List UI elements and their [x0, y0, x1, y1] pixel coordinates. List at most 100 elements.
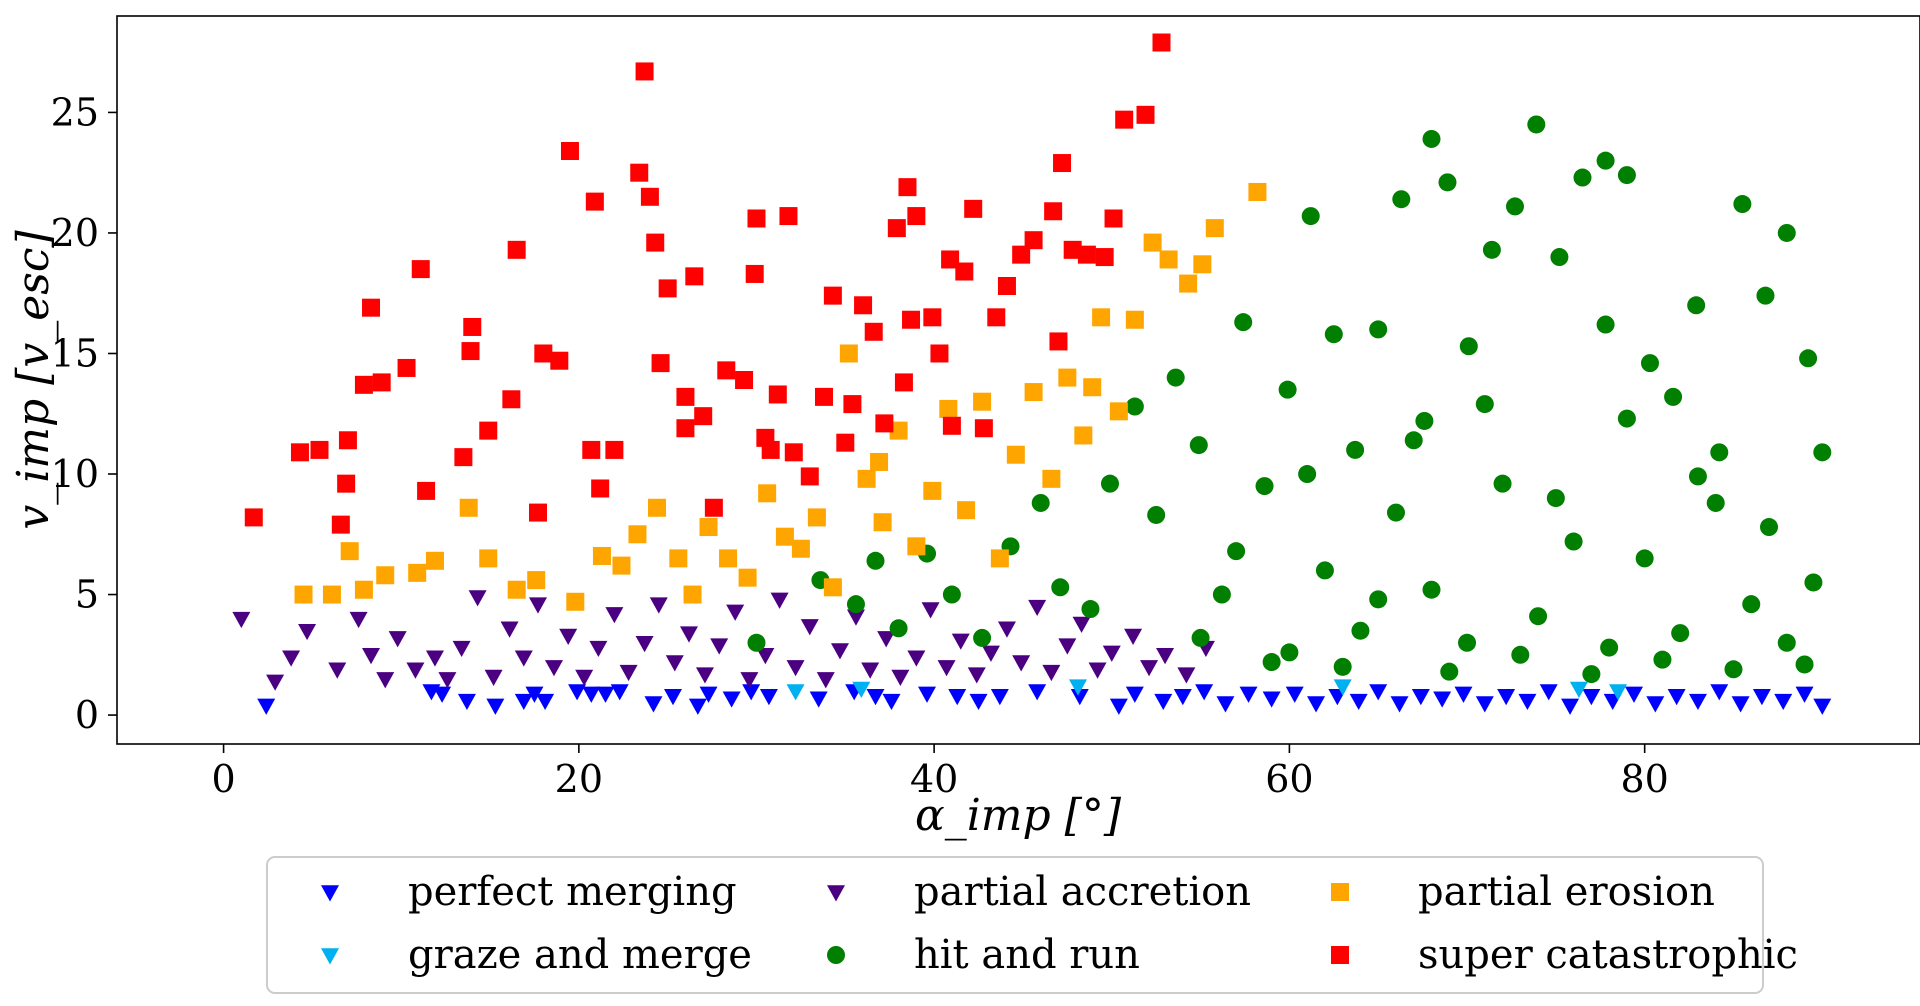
point-super-catastrophic	[1012, 245, 1031, 264]
point-partial-erosion	[939, 399, 958, 418]
point-partial-erosion	[354, 580, 373, 599]
point-hit-and-run	[1688, 467, 1707, 486]
point-hit-and-run	[1529, 607, 1548, 626]
plot-frame	[116, 15, 1920, 745]
point-hit-and-run	[1564, 532, 1583, 551]
point-partial-accretion	[388, 631, 407, 648]
point-super-catastrophic	[479, 421, 498, 440]
point-super-catastrophic	[745, 264, 764, 283]
point-partial-accretion	[589, 640, 608, 658]
point-super-catastrophic	[454, 448, 473, 467]
point-perfect-merging	[969, 693, 988, 711]
point-perfect-merging	[1433, 691, 1452, 708]
point-graze-and-merge	[1569, 681, 1588, 699]
point-partial-accretion	[770, 592, 789, 609]
point-perfect-merging	[1688, 693, 1707, 711]
point-hit-and-run	[1333, 657, 1352, 676]
point-super-catastrophic	[864, 322, 883, 341]
point-partial-erosion	[566, 592, 585, 611]
point-partial-accretion	[1042, 664, 1061, 682]
point-super-catastrophic	[331, 515, 350, 534]
point-hit-and-run	[1795, 655, 1814, 674]
point-partial-accretion	[619, 664, 638, 682]
point-super-catastrophic	[591, 479, 610, 498]
legend-marker-hit-and-run	[827, 946, 845, 964]
legend-item-hit-and-run: hit and run	[827, 932, 1140, 978]
point-hit-and-run	[942, 585, 961, 604]
point-perfect-merging	[514, 693, 533, 711]
point-perfect-merging	[1539, 684, 1558, 701]
point-perfect-merging	[610, 684, 629, 701]
legend-label-graze-and-merge: graze and merge	[408, 932, 752, 978]
point-partial-accretion	[1012, 655, 1031, 672]
point-hit-and-run	[1262, 653, 1281, 672]
point-super-catastrophic	[528, 503, 547, 522]
point-partial-erosion	[669, 549, 688, 568]
point-super-catastrophic	[814, 387, 833, 406]
point-partial-accretion	[997, 621, 1016, 638]
point-perfect-merging	[1349, 693, 1368, 711]
point-perfect-merging	[525, 686, 544, 703]
point-hit-and-run	[1777, 633, 1796, 652]
x-tick-label: 20	[555, 757, 603, 801]
point-perfect-merging	[1731, 696, 1750, 713]
x-tick-label: 0	[211, 757, 235, 801]
point-super-catastrophic	[836, 433, 855, 452]
point-super-catastrophic	[784, 443, 803, 462]
point-partial-accretion	[907, 650, 926, 667]
point-hit-and-run	[1100, 474, 1119, 493]
point-perfect-merging	[1307, 696, 1326, 713]
point-partial-erosion	[425, 551, 444, 570]
legend-item-perfect-merging: perfect merging	[321, 869, 737, 915]
point-super-catastrophic	[875, 414, 894, 433]
point-partial-accretion	[800, 619, 819, 636]
point-hit-and-run	[1617, 409, 1636, 428]
point-super-catastrophic	[717, 361, 736, 380]
point-partial-erosion	[990, 549, 1009, 568]
point-partial-accretion	[967, 667, 986, 684]
point-partial-erosion	[775, 527, 794, 546]
point-perfect-merging	[699, 686, 718, 703]
point-partial-accretion	[232, 611, 251, 629]
point-super-catastrophic	[907, 207, 926, 226]
point-partial-accretion	[282, 650, 301, 667]
point-perfect-merging	[1195, 684, 1214, 701]
point-super-catastrophic	[942, 416, 961, 435]
point-perfect-merging	[1561, 698, 1580, 715]
point-super-catastrophic	[290, 443, 309, 462]
point-partial-erosion	[1205, 219, 1224, 238]
point-hit-and-run	[1191, 628, 1210, 647]
point-hit-and-run	[1438, 173, 1457, 192]
point-partial-accretion	[816, 672, 835, 689]
point-partial-erosion	[758, 484, 777, 503]
point-partial-accretion	[1088, 662, 1107, 679]
point-super-catastrophic	[658, 279, 677, 298]
point-super-catastrophic	[397, 358, 416, 377]
point-partial-erosion	[1179, 274, 1198, 293]
x-tick-label: 60	[1265, 757, 1313, 801]
point-perfect-merging	[1625, 686, 1644, 703]
point-super-catastrophic	[768, 385, 787, 404]
point-hit-and-run	[1733, 195, 1752, 214]
point-super-catastrophic	[941, 250, 960, 269]
point-perfect-merging	[536, 693, 555, 711]
point-hit-and-run	[1804, 573, 1823, 592]
point-hit-and-run	[1255, 477, 1274, 496]
point-partial-accretion	[679, 626, 698, 643]
point-partial-accretion	[756, 648, 775, 665]
point-partial-erosion	[973, 392, 992, 411]
point-super-catastrophic	[534, 344, 553, 363]
y-tick-label: 15	[51, 331, 99, 375]
point-partial-erosion	[340, 542, 359, 561]
y-tick-label: 25	[51, 90, 99, 134]
point-perfect-merging	[918, 686, 937, 703]
point-hit-and-run	[1369, 320, 1388, 339]
point-hit-and-run	[1596, 151, 1615, 170]
point-partial-accretion	[695, 667, 714, 684]
point-partial-erosion	[807, 508, 826, 527]
point-hit-and-run	[1458, 633, 1477, 652]
x-axis-label: α_imp [°]	[915, 790, 1122, 841]
point-hit-and-run	[1527, 115, 1546, 134]
legend-marker-graze-and-merge	[321, 948, 339, 965]
